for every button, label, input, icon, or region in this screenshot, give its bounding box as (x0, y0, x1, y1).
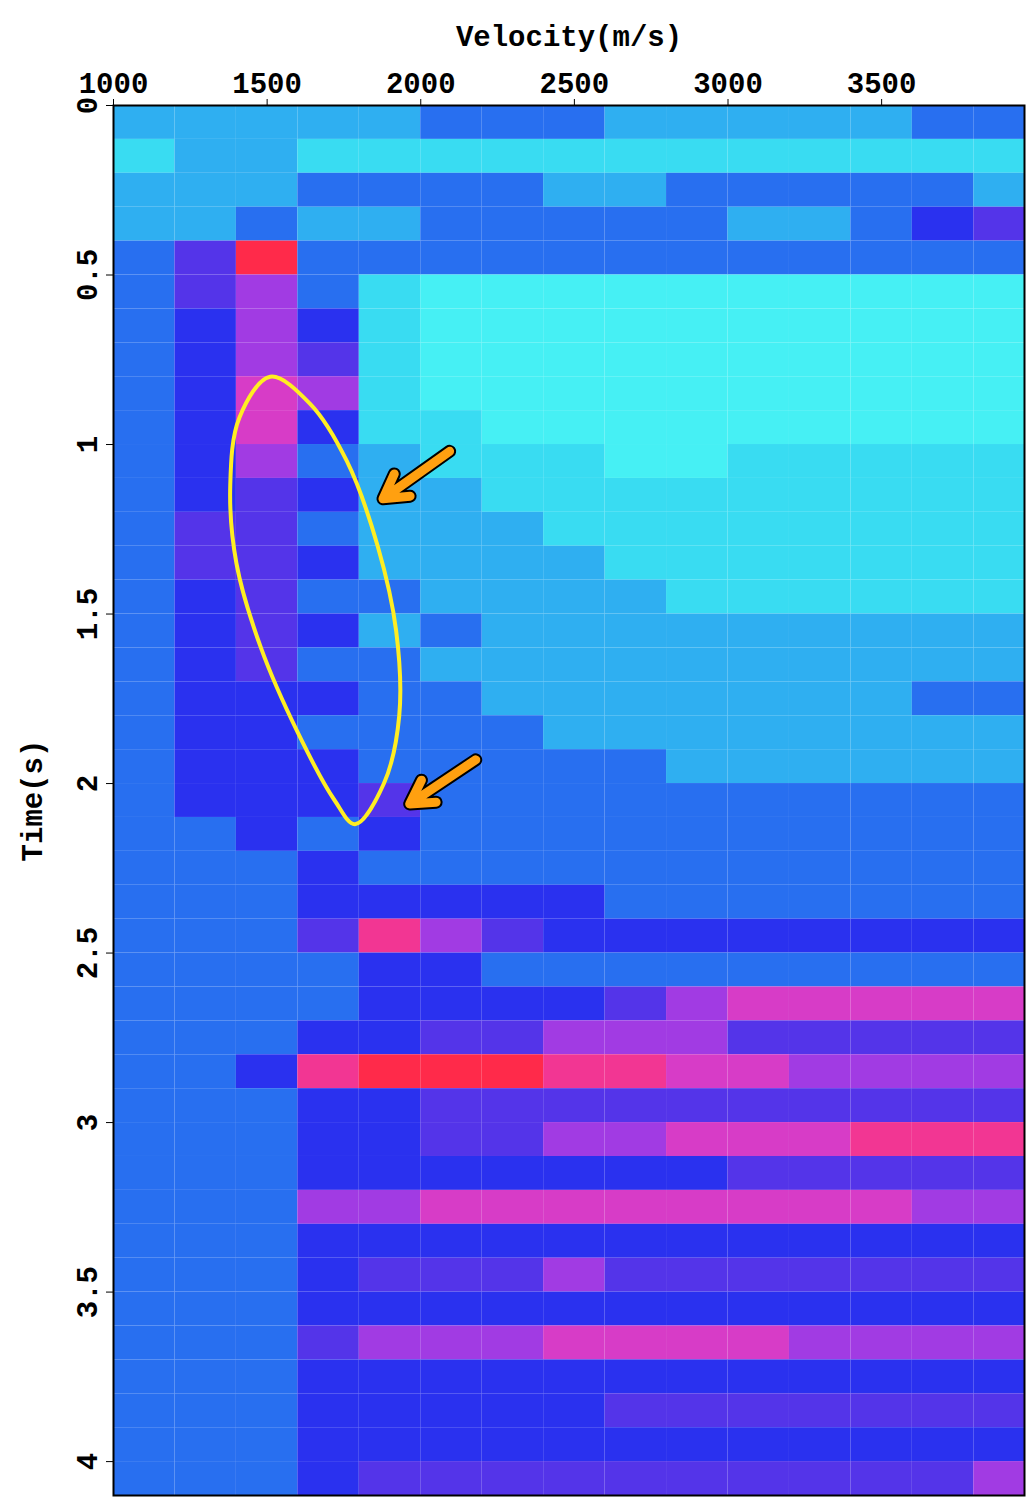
svg-text:3: 3 (73, 1114, 106, 1131)
svg-text:1: 1 (73, 436, 106, 453)
svg-text:1000: 1000 (79, 69, 149, 102)
svg-text:1.5: 1.5 (73, 588, 106, 640)
svg-text:2.5: 2.5 (73, 927, 106, 979)
svg-text:3500: 3500 (847, 69, 917, 102)
svg-text:0: 0 (73, 97, 106, 114)
svg-text:3000: 3000 (693, 69, 763, 102)
svg-text:Time(s): Time(s) (18, 740, 51, 862)
svg-text:1500: 1500 (232, 69, 302, 102)
svg-text:3.5: 3.5 (73, 1266, 106, 1318)
svg-text:4: 4 (73, 1453, 106, 1470)
svg-text:2: 2 (73, 775, 106, 792)
svg-text:0.5: 0.5 (73, 249, 106, 301)
svg-text:2500: 2500 (540, 69, 610, 102)
svg-text:2000: 2000 (386, 69, 456, 102)
svg-text:Velocity(m/s): Velocity(m/s) (456, 22, 682, 55)
